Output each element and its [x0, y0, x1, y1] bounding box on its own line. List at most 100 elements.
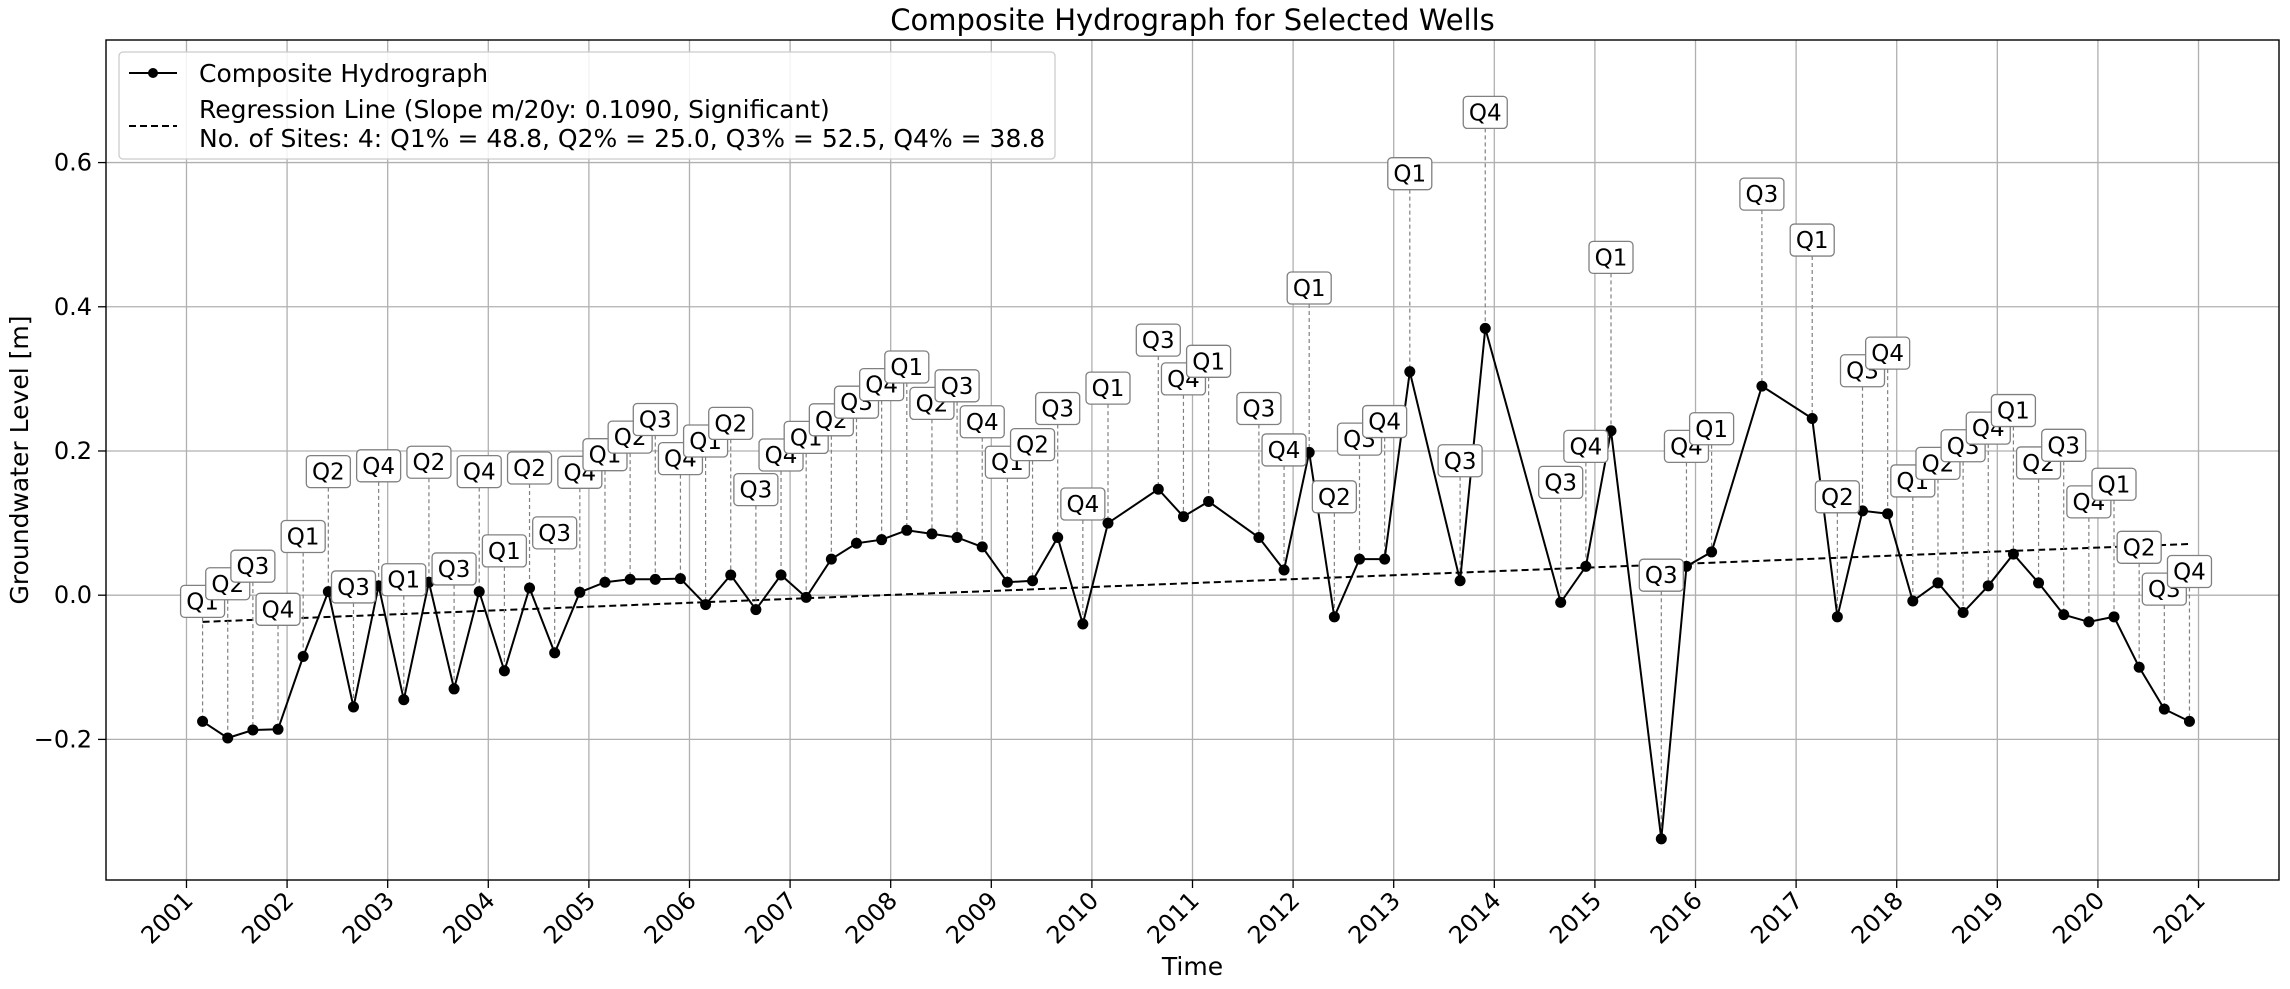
legend-regression-label: Regression Line (Slope m/20y: 0.1090, Si…: [199, 95, 830, 124]
quarter-label-box: [2116, 530, 2162, 564]
quarter-label: Q3: [1142, 328, 1175, 354]
quarter-label-box: [1437, 444, 1483, 478]
quarter-label: Q1: [890, 355, 923, 381]
composite-data-point: [825, 553, 837, 565]
composite-data-point: [725, 569, 737, 581]
x-tick-label: 2019: [1947, 886, 2010, 949]
composite-data-point: [1027, 575, 1039, 587]
composite-data-point: [2158, 703, 2170, 715]
composite-data-point: [1052, 532, 1064, 544]
quarter-label: Q3: [1544, 470, 1577, 496]
composite-data-point: [272, 723, 284, 735]
quarter-label: Q1: [1796, 228, 1829, 254]
quarter-label-box: [305, 454, 351, 489]
quarter-label: Q2: [513, 456, 546, 482]
quarter-label: Q1: [1595, 245, 1628, 271]
composite-data-point: [649, 573, 661, 585]
composite-data-point: [1756, 380, 1768, 392]
composite-data-point: [1982, 580, 1994, 592]
composite-data-point: [247, 724, 259, 736]
composite-data-point: [926, 528, 938, 540]
quarter-label: Q3: [2047, 433, 2080, 459]
quarter-label-box: [1286, 271, 1332, 305]
legend-composite-marker: [148, 68, 158, 78]
x-tick-label: 2009: [941, 886, 1004, 949]
grid-layer: [106, 40, 2279, 880]
quarter-label: Q4: [463, 460, 496, 486]
x-tick-label: 2004: [438, 886, 501, 949]
quarter-label: Q3: [1041, 397, 1074, 423]
quarter-label-box: [381, 563, 427, 597]
quarter-label: Q1: [1192, 349, 1225, 375]
quarter-label-box: [481, 534, 528, 568]
composite-data-point: [1102, 517, 1114, 529]
quarter-label: Q4: [1066, 492, 1099, 518]
quarter-label: Q2: [413, 450, 446, 476]
composite-data-point: [1152, 483, 1164, 495]
quarter-label-box: [1538, 465, 1584, 500]
quarter-label: Q4: [362, 454, 395, 480]
quarter-label-box: [2166, 554, 2213, 589]
quarter-label: Q3: [639, 408, 672, 434]
composite-data-point: [1404, 366, 1416, 378]
composite-data-point: [1379, 553, 1391, 565]
composite-data-point: [1957, 606, 1969, 618]
quarter-label: Q4: [1569, 434, 1602, 460]
quarter-label-box: [1739, 177, 1785, 211]
composite-data-point: [2183, 715, 2195, 727]
composite-data-point: [1706, 546, 1718, 558]
quarter-label-box: [934, 369, 980, 403]
composite-data-point: [1479, 322, 1491, 334]
composite-data-point: [800, 591, 812, 603]
composite-data-point: [1077, 618, 1089, 630]
composite-data-point: [951, 532, 963, 544]
composite-data-point: [1353, 553, 1365, 565]
composite-data-point: [1806, 413, 1818, 425]
quarter-label: Q3: [1444, 449, 1477, 475]
quarter-label-leaders: [201, 128, 2191, 839]
composite-data-point: [347, 701, 359, 713]
chart-title: Composite Hydrograph for Selected Wells: [890, 3, 1495, 37]
quarter-label: Q3: [1645, 563, 1678, 589]
quarter-label-box: [255, 592, 301, 626]
composite-data-point: [1278, 564, 1290, 576]
quarter-label-box: [1462, 95, 1508, 130]
quarter-label: Q3: [438, 557, 471, 583]
tick-layer: 2001 2002 2003 2004 2005 2006 2007 2008 2009 2010…: [34, 149, 2211, 950]
quarter-label: Q1: [488, 539, 521, 565]
quarter-label: Q1: [2098, 472, 2131, 498]
composite-data-point: [1555, 596, 1567, 608]
composite-data-point: [624, 573, 636, 585]
x-tick-label: 2006: [639, 886, 702, 949]
y-tick-label: 0.2: [54, 437, 92, 465]
quarter-label-box: [280, 519, 326, 554]
quarter-label: Q3: [237, 554, 270, 580]
composite-data-point: [524, 582, 536, 594]
x-tick-label: 2005: [538, 886, 601, 949]
x-tick-label: 2011: [1142, 886, 1205, 949]
legend-box: [118, 51, 1056, 160]
quarter-label: Q3: [337, 575, 370, 601]
quarter-label-box: [1060, 487, 1106, 521]
composite-data-point: [1253, 532, 1265, 544]
composite-data-point: [599, 576, 611, 588]
composite-data-point: [549, 647, 561, 659]
quarter-label: Q3: [740, 478, 773, 504]
composite-data-point: [448, 683, 460, 695]
quarter-label: Q2: [1318, 485, 1351, 511]
composite-data-point: [674, 573, 686, 585]
composite-data-point: [398, 694, 410, 706]
quarter-label-box: [1311, 480, 1357, 514]
quarter-label: Q2: [2123, 535, 2156, 561]
quarter-label-box: [1085, 371, 1131, 405]
quarter-label-box: [532, 516, 578, 550]
x-tick-label: 2021: [2148, 886, 2211, 949]
quarter-label-box: [506, 451, 553, 485]
quarter-label-box: [1009, 427, 1056, 462]
composite-data-point: [750, 604, 762, 616]
quarter-label-box: [355, 449, 402, 483]
quarter-label-box: [1865, 336, 1911, 370]
quarter-label-box: [330, 570, 377, 604]
